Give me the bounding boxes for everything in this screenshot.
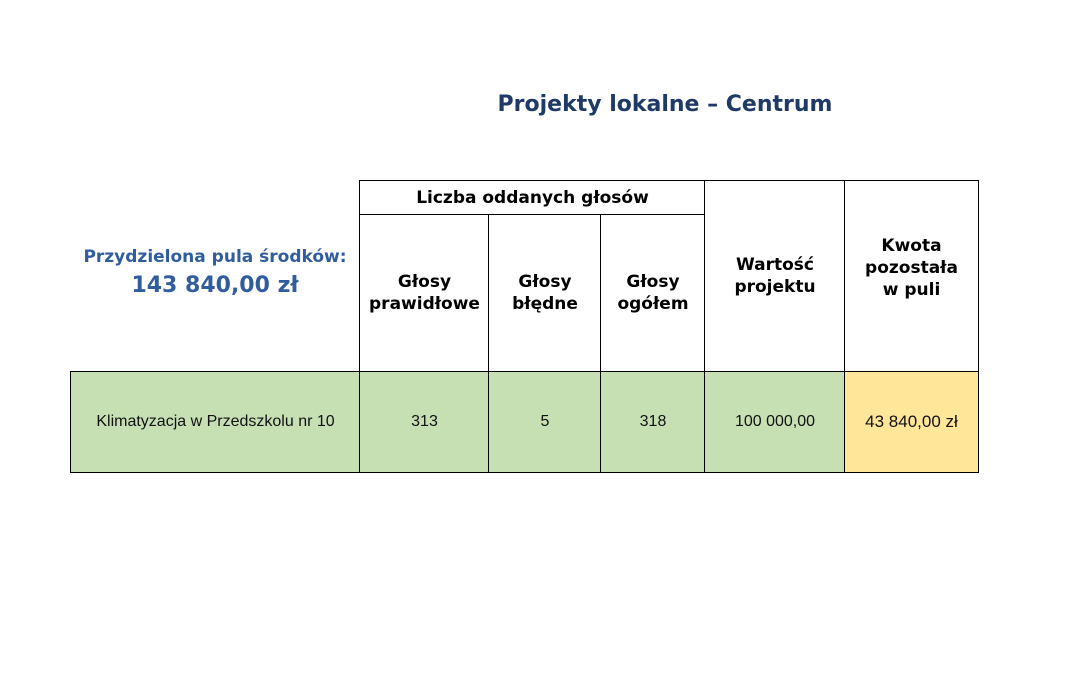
- project-value-cell: 100 000,00: [705, 372, 845, 472]
- border-right: [978, 180, 979, 473]
- header-remaining-line-2: pozostała: [865, 258, 958, 278]
- header-valid-votes: Głosy prawidłowe: [360, 215, 489, 371]
- border-v-5: [844, 180, 845, 473]
- header-project-value: Wartość projektu: [705, 181, 845, 371]
- border-top: [359, 180, 979, 181]
- invalid-votes-cell: 5: [489, 372, 601, 472]
- invalid-votes-value: 5: [540, 413, 550, 430]
- header-remaining-line-3: w puli: [882, 280, 941, 300]
- votes-group-header: Liczba oddanych głosów: [360, 181, 705, 215]
- border-v-3: [600, 214, 601, 473]
- header-invalid-votes-line-2: błędne: [512, 294, 578, 314]
- project-value: 100 000,00: [734, 413, 816, 430]
- header-total-votes: Głosy ogółem: [601, 215, 705, 371]
- header-project-value-line-2: projektu: [734, 277, 816, 297]
- remaining-value: 43 840,00 zł: [865, 412, 958, 431]
- allocated-pool: Przydzielona pula środków: 143 840,00 zł: [72, 236, 358, 308]
- header-total-votes-line-2: ogółem: [617, 294, 689, 314]
- header-remaining-line-1: Kwota: [881, 236, 942, 256]
- page-title: Projekty lokalne – Centrum: [497, 92, 833, 117]
- header-invalid-votes-line-1: Głosy: [518, 272, 572, 292]
- pool-amount: 143 840,00 zł: [131, 272, 299, 298]
- header-remaining: Kwota pozostała w puli: [845, 181, 978, 371]
- border-header-bottom: [70, 371, 979, 372]
- valid-votes-cell: 313: [360, 372, 489, 472]
- header-valid-votes-line-1: Głosy: [397, 272, 452, 292]
- project-name-cell: Klimatyzacja w Przedszkolu nr 10: [71, 372, 360, 472]
- total-votes-cell: 318: [601, 372, 705, 472]
- border-v-4: [704, 180, 705, 473]
- header-valid-votes-line-2: prawidłowe: [369, 294, 480, 314]
- votes-group-header-text: Liczba oddanych głosów: [416, 188, 649, 208]
- total-votes-value: 318: [639, 413, 667, 430]
- border-v-2: [488, 214, 489, 473]
- remaining-cell: 43 840,00 zł: [845, 372, 978, 472]
- border-v-1: [359, 180, 360, 473]
- header-total-votes-line-1: Głosy: [626, 272, 680, 292]
- border-left-row: [70, 371, 71, 473]
- header-invalid-votes: Głosy błędne: [489, 215, 601, 371]
- header-project-value-line-1: Wartość: [735, 255, 814, 275]
- valid-votes-value: 313: [411, 413, 438, 430]
- border-bottom: [70, 472, 979, 473]
- pool-label: Przydzielona pula środków:: [83, 246, 347, 267]
- border-group-bottom: [359, 214, 705, 215]
- project-name: Klimatyzacja w Przedszkolu nr 10: [96, 413, 335, 430]
